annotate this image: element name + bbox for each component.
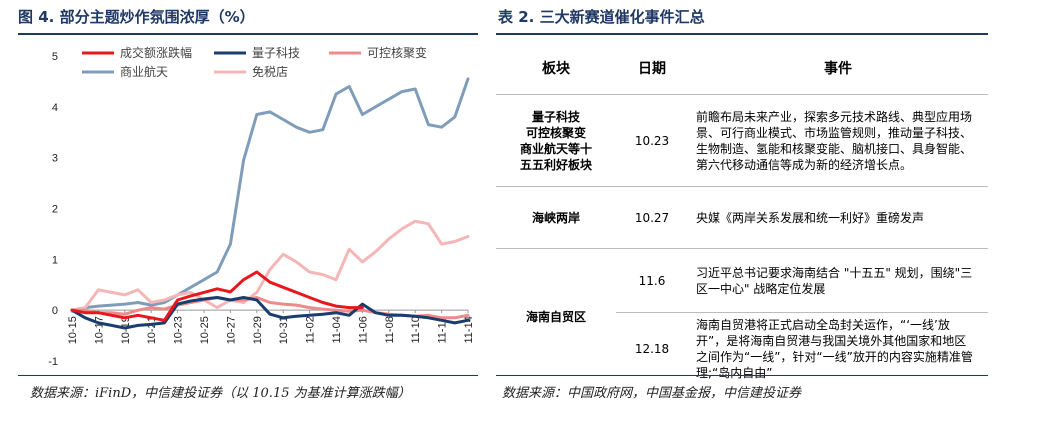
event-cell: 海南自贸港将正式启动全岛封关运作，“‘一线’放开”，是将海南自贸港与我国关境外其… [688,312,988,385]
table-source-note: 数据来源：中国政府网，中国基金报，中信建投证券 [502,386,802,401]
header-sector: 板块 [496,42,616,95]
header-event: 事件 [688,42,988,95]
x-tick-label: 11-08 [384,316,396,343]
series-line-5 [70,219,470,312]
y-tick-label: 1 [52,254,58,266]
x-tick-label: 11-10 [410,316,422,343]
table-row: 海峡两岸 10.27 央媒《两岸关系发展和统一利好》重磅发声 [496,186,988,249]
y-tick-label: 2 [52,204,58,216]
y-tick-label: 4 [52,102,58,114]
chart-figure-title: 图 4. 部分主题炒作氛围浓厚（%） [18,8,255,26]
sector-cell: 量子科技 可控核聚变 商业航天等十 五五利好板块 [496,94,616,187]
date-cell: 10.23 [616,94,688,187]
x-tick-label: 11-02 [305,316,317,343]
table-row: 12.18 海南自贸港将正式启动全岛封关运作，“‘一线’放开”，是将海南自贸港与… [496,312,988,385]
legend-label: 量子科技 [252,46,300,60]
chart-bottom-rule [18,375,478,376]
chart-title-rule [18,33,478,35]
legend-label: 商业航天 [120,64,168,79]
x-tick-label: 10-15 [67,316,79,344]
legend-label: 成交额涨跌幅 [120,45,192,60]
date-cell: 11.6 [616,248,688,313]
y-tick-label: 5 [52,51,58,63]
event-cell: 央媒《两岸关系发展和统一利好》重磅发声 [688,186,988,249]
series-line-1 [70,270,364,322]
y-tick-label: 0 [52,305,58,317]
date-cell: 12.18 [616,312,688,385]
table-row: 量子科技 可控核聚变 商业航天等十 五五利好板块 10.23 前瞻布局未来产业，… [496,94,988,187]
table-header-row: 板块 日期 事件 [496,42,988,95]
y-tick-label: -1 [48,356,58,368]
chart-source-note: 数据来源：iFinD，中信建投证券（以 10.15 为基准计算涨跌幅） [30,386,411,401]
x-tick-label: 10-27 [225,316,237,344]
sector-cell: 海南自贸区 [496,248,616,385]
x-tick-label: 11-12 [437,316,449,343]
table-figure-title: 表 2. 三大新赛道催化事件汇总 [498,8,705,26]
legend-label: 免税店 [252,64,288,79]
table-bottom-rule [496,375,988,376]
table-row: 海南自贸区 11.6 习近平总书记要求海南结合 "十五五" 规划，围绕"三区一中… [496,248,988,385]
table-title-rule [496,33,988,35]
x-tick-label: 10-23 [173,316,185,344]
x-tick-label: 11-06 [357,316,369,343]
y-tick-label: 3 [52,153,58,165]
series-line-2 [70,296,470,330]
catalyst-events-table: 板块 日期 事件 量子科技 可控核聚变 商业航天等十 五五利好板块 10.23 … [496,42,988,385]
x-tick-label: 10-25 [199,316,211,344]
x-tick-label: 10-29 [252,316,264,344]
legend-label: 可控核聚变 [367,45,427,60]
sector-cell: 海峡两岸 [496,186,616,249]
chart-series [70,77,470,330]
date-cell: 10.27 [616,186,688,249]
header-date: 日期 [616,42,688,95]
event-cell: 前瞻布局未来产业，探索多元技术路线、典型应用场景、可行商业模式、市场监管规则，推… [688,94,988,187]
series-line-4 [70,77,470,312]
x-tick-label: 10-21 [146,316,158,344]
x-tick-label: 11-04 [331,316,343,343]
x-tick-label: 10-31 [278,316,290,344]
x-tick-label: 11-14 [463,316,475,343]
x-tick-label: 10-19 [120,316,132,344]
event-cell: 习近平总书记要求海南结合 "十五五" 规划，围绕"三区一中心" 战略定位发展 [688,248,988,313]
